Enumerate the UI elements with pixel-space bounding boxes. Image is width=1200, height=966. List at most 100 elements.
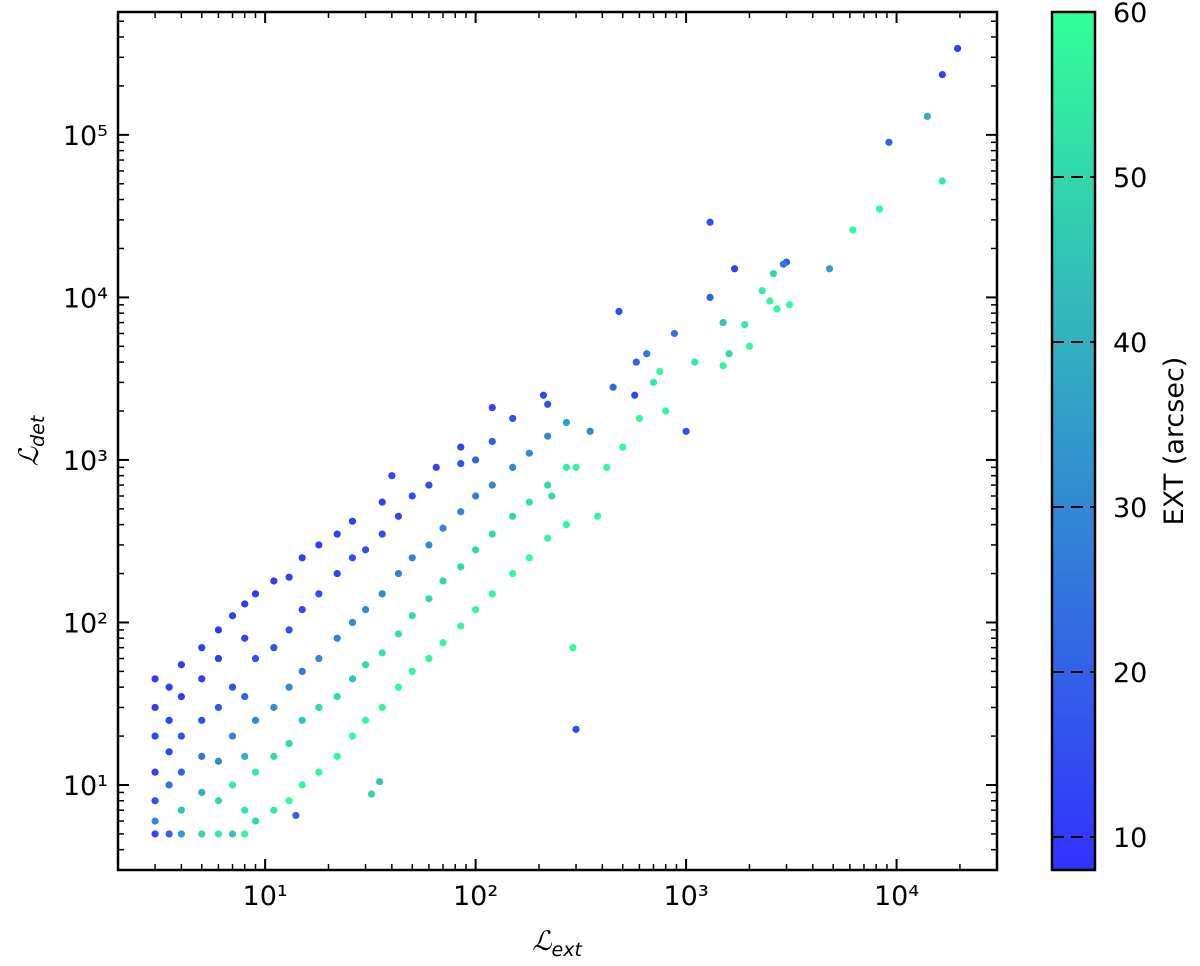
point <box>394 512 403 520</box>
y-tick-label: 10² <box>63 608 108 639</box>
point <box>472 546 480 554</box>
point <box>615 307 623 316</box>
point <box>425 654 433 663</box>
point <box>315 590 323 598</box>
point <box>333 530 341 538</box>
point <box>432 463 440 471</box>
point <box>198 752 206 760</box>
point <box>488 403 496 412</box>
point <box>730 265 739 273</box>
point <box>214 626 223 634</box>
point <box>472 606 480 614</box>
point <box>241 806 249 814</box>
point <box>457 443 465 451</box>
point <box>719 318 727 327</box>
point <box>572 725 580 733</box>
point <box>439 577 447 585</box>
point <box>631 391 639 399</box>
point <box>270 703 278 712</box>
colorbar-tick-label: 40 <box>1113 328 1147 359</box>
colorbar-label: EXT (arcsec) <box>1159 357 1190 526</box>
point <box>439 639 447 647</box>
point <box>741 321 749 329</box>
point <box>425 541 433 549</box>
point <box>649 378 658 386</box>
point <box>348 517 357 525</box>
point <box>670 329 679 338</box>
point <box>177 806 185 814</box>
point <box>348 675 357 683</box>
point <box>315 654 323 663</box>
y-tick-label: 10³ <box>63 446 108 477</box>
point <box>378 649 386 657</box>
point <box>378 498 386 506</box>
point <box>388 472 396 480</box>
point <box>488 530 496 538</box>
point <box>378 530 386 538</box>
point <box>198 830 206 838</box>
point <box>378 590 386 598</box>
point <box>228 781 237 789</box>
point <box>472 492 480 500</box>
y-tick-label: 10⁴ <box>63 283 108 314</box>
point <box>509 463 517 471</box>
point <box>562 463 571 471</box>
point <box>285 626 293 634</box>
point <box>457 622 465 630</box>
point <box>241 600 249 608</box>
point <box>457 563 465 571</box>
point <box>315 541 323 549</box>
point <box>270 644 278 652</box>
point <box>251 768 260 776</box>
point <box>488 590 496 598</box>
point <box>298 606 306 614</box>
point <box>439 524 447 532</box>
point <box>251 590 260 598</box>
colorbar-tick-label: 30 <box>1113 493 1147 524</box>
point <box>214 830 223 838</box>
point <box>228 830 237 838</box>
point <box>151 675 159 683</box>
point <box>151 768 159 776</box>
point <box>361 661 370 669</box>
point <box>333 752 341 760</box>
point <box>682 427 690 435</box>
point <box>214 654 223 663</box>
point <box>315 768 323 776</box>
point <box>270 806 278 814</box>
point <box>177 768 185 776</box>
point <box>725 350 733 358</box>
point <box>298 554 306 562</box>
point <box>488 481 496 489</box>
point <box>151 817 159 825</box>
point <box>773 305 781 313</box>
point <box>457 459 465 468</box>
point <box>509 414 517 423</box>
point <box>165 716 173 724</box>
point <box>198 716 206 724</box>
point <box>569 644 577 652</box>
point <box>394 630 403 638</box>
point <box>285 797 293 805</box>
point <box>214 703 223 712</box>
point <box>177 732 185 740</box>
point <box>603 463 611 471</box>
point <box>938 177 946 185</box>
point <box>785 301 794 309</box>
point <box>408 612 416 620</box>
colorbar-tick-label: 10 <box>1113 823 1147 854</box>
point <box>165 830 173 838</box>
point <box>539 391 548 399</box>
point <box>643 350 651 358</box>
y-tick-label: 10¹ <box>63 771 108 802</box>
point <box>241 752 249 760</box>
point <box>228 683 237 691</box>
point <box>285 573 293 581</box>
x-tick-label: 10¹ <box>243 881 288 912</box>
point <box>333 692 341 701</box>
point <box>544 481 552 489</box>
point <box>619 443 627 451</box>
point <box>198 675 206 683</box>
y-axis-symbol: ℒ <box>14 446 45 466</box>
points <box>151 44 962 838</box>
